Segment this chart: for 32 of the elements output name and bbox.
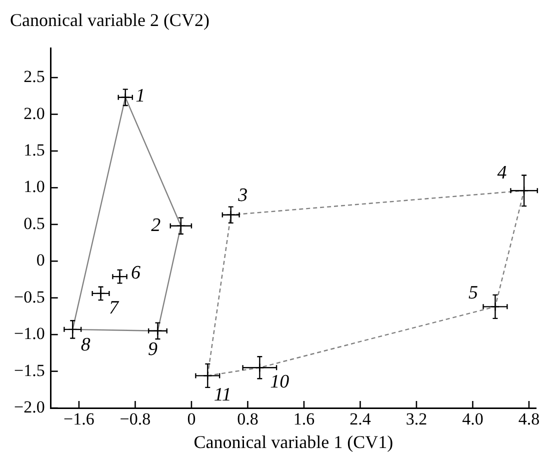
x-tick-label: −1.6 — [64, 410, 94, 429]
y-tick-label: 2.5 — [24, 67, 45, 86]
y-tick-label: −1.5 — [14, 360, 45, 380]
annotation: 3 — [237, 184, 248, 206]
y-tick-label: −1.0 — [14, 324, 45, 344]
annotation: 9 — [148, 338, 158, 360]
annotation: 1 — [136, 85, 146, 106]
annotation: 6 — [130, 262, 141, 284]
x-axis-title: Canonical variable 1 (CV1) — [194, 432, 394, 452]
annotation: 2 — [151, 214, 162, 236]
x-tick-label: 0.8 — [237, 410, 258, 429]
x-tick-label: 4.0 — [462, 410, 484, 429]
x-tick-label: −0.8 — [120, 410, 151, 429]
y-axis-title: Canonical variable 2 (CV2) — [9, 9, 210, 32]
x-tick-label: 3.2 — [406, 410, 428, 429]
annotation: 10 — [270, 372, 290, 393]
y-tick-label: −0.5 — [14, 287, 45, 306]
x-tick-label: 1.6 — [293, 410, 315, 429]
x-tick-label: 4.8 — [518, 410, 540, 429]
annotation: 7 — [109, 297, 120, 318]
y-tick-label: 0 — [36, 250, 45, 270]
annotation: 4 — [497, 162, 508, 184]
annotation: 11 — [214, 384, 232, 406]
y-tick-label: 0.5 — [24, 214, 45, 233]
annotation: 8 — [80, 334, 91, 356]
x-tick-label: 2.4 — [350, 410, 372, 429]
y-tick-label: 1.0 — [24, 177, 45, 196]
annotation: 5 — [468, 282, 478, 304]
y-tick-label: 2.0 — [24, 104, 45, 123]
x-tick-label: 0 — [187, 410, 196, 429]
y-tick-label: 1.5 — [24, 140, 45, 160]
y-tick-label: −2.0 — [14, 397, 45, 416]
